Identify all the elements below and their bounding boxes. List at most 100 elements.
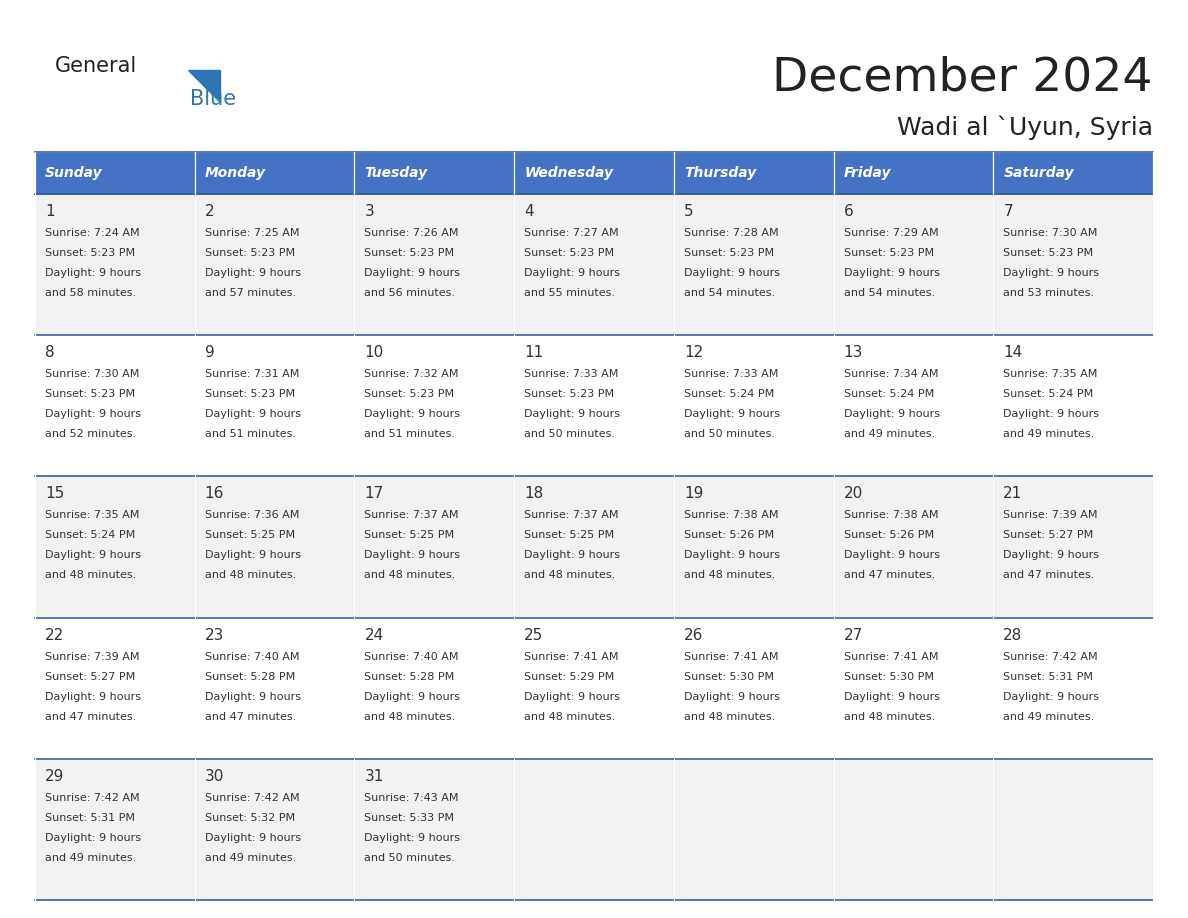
- Text: Sunrise: 7:40 AM: Sunrise: 7:40 AM: [365, 652, 459, 662]
- Text: Sunrise: 7:39 AM: Sunrise: 7:39 AM: [1004, 510, 1098, 521]
- Text: 14: 14: [1004, 345, 1023, 360]
- Text: 27: 27: [843, 628, 862, 643]
- Text: 11: 11: [524, 345, 543, 360]
- Text: 7: 7: [1004, 204, 1013, 219]
- Text: Daylight: 9 hours: Daylight: 9 hours: [524, 691, 620, 701]
- Text: Sunset: 5:23 PM: Sunset: 5:23 PM: [524, 248, 614, 258]
- Text: Daylight: 9 hours: Daylight: 9 hours: [684, 551, 779, 560]
- Text: 31: 31: [365, 768, 384, 784]
- Text: Sunset: 5:28 PM: Sunset: 5:28 PM: [204, 672, 295, 681]
- Text: and 49 minutes.: and 49 minutes.: [45, 853, 137, 863]
- Text: Sunset: 5:23 PM: Sunset: 5:23 PM: [45, 248, 135, 258]
- Text: 4: 4: [524, 204, 533, 219]
- Bar: [34, 476, 1154, 618]
- Text: Sunset: 5:23 PM: Sunset: 5:23 PM: [365, 248, 455, 258]
- Text: and 48 minutes.: and 48 minutes.: [365, 570, 456, 580]
- Text: and 50 minutes.: and 50 minutes.: [524, 430, 615, 439]
- Text: 26: 26: [684, 628, 703, 643]
- Text: and 49 minutes.: and 49 minutes.: [1004, 711, 1094, 722]
- Text: and 49 minutes.: and 49 minutes.: [843, 430, 935, 439]
- Text: Sunset: 5:27 PM: Sunset: 5:27 PM: [45, 672, 135, 681]
- Text: Wadi al `Uyun, Syria: Wadi al `Uyun, Syria: [897, 115, 1154, 140]
- Text: Sunrise: 7:25 AM: Sunrise: 7:25 AM: [204, 228, 299, 238]
- Text: and 48 minutes.: and 48 minutes.: [684, 570, 775, 580]
- Text: Sunset: 5:31 PM: Sunset: 5:31 PM: [1004, 672, 1093, 681]
- Text: Sunset: 5:31 PM: Sunset: 5:31 PM: [45, 812, 135, 823]
- Text: Sunset: 5:23 PM: Sunset: 5:23 PM: [204, 389, 295, 399]
- Polygon shape: [188, 70, 220, 102]
- Text: Daylight: 9 hours: Daylight: 9 hours: [45, 833, 141, 843]
- Bar: [34, 152, 195, 194]
- Text: Daylight: 9 hours: Daylight: 9 hours: [365, 409, 461, 420]
- Bar: [993, 152, 1154, 194]
- Text: Sunrise: 7:33 AM: Sunrise: 7:33 AM: [524, 369, 619, 379]
- Text: Sunrise: 7:24 AM: Sunrise: 7:24 AM: [45, 228, 140, 238]
- Bar: [514, 152, 674, 194]
- Text: and 50 minutes.: and 50 minutes.: [684, 430, 775, 439]
- Text: and 47 minutes.: and 47 minutes.: [843, 570, 935, 580]
- Text: Daylight: 9 hours: Daylight: 9 hours: [204, 551, 301, 560]
- Text: Sunrise: 7:26 AM: Sunrise: 7:26 AM: [365, 228, 459, 238]
- Text: 23: 23: [204, 628, 225, 643]
- Text: Sunrise: 7:28 AM: Sunrise: 7:28 AM: [684, 228, 778, 238]
- Text: Sunset: 5:23 PM: Sunset: 5:23 PM: [684, 248, 775, 258]
- Text: 21: 21: [1004, 487, 1023, 501]
- Bar: [354, 152, 514, 194]
- Text: Sunrise: 7:34 AM: Sunrise: 7:34 AM: [843, 369, 939, 379]
- Text: Monday: Monday: [204, 166, 266, 180]
- Text: Sunset: 5:24 PM: Sunset: 5:24 PM: [843, 389, 934, 399]
- Text: Daylight: 9 hours: Daylight: 9 hours: [365, 551, 461, 560]
- Text: Sunrise: 7:27 AM: Sunrise: 7:27 AM: [524, 228, 619, 238]
- Text: Tuesday: Tuesday: [365, 166, 428, 180]
- Text: Sunrise: 7:32 AM: Sunrise: 7:32 AM: [365, 369, 459, 379]
- Text: Daylight: 9 hours: Daylight: 9 hours: [1004, 551, 1099, 560]
- Bar: [34, 618, 1154, 759]
- Bar: [34, 194, 1154, 335]
- Text: Sunrise: 7:41 AM: Sunrise: 7:41 AM: [684, 652, 778, 662]
- Text: Sunrise: 7:39 AM: Sunrise: 7:39 AM: [45, 652, 139, 662]
- Text: Sunrise: 7:29 AM: Sunrise: 7:29 AM: [843, 228, 939, 238]
- Text: 17: 17: [365, 487, 384, 501]
- Text: and 52 minutes.: and 52 minutes.: [45, 430, 137, 439]
- Text: Daylight: 9 hours: Daylight: 9 hours: [45, 691, 141, 701]
- Text: Daylight: 9 hours: Daylight: 9 hours: [524, 268, 620, 278]
- Text: Sunset: 5:23 PM: Sunset: 5:23 PM: [843, 248, 934, 258]
- Text: 22: 22: [45, 628, 64, 643]
- Text: and 48 minutes.: and 48 minutes.: [45, 570, 137, 580]
- Text: Thursday: Thursday: [684, 166, 756, 180]
- Text: Sunset: 5:25 PM: Sunset: 5:25 PM: [204, 531, 295, 541]
- Text: Sunset: 5:30 PM: Sunset: 5:30 PM: [843, 672, 934, 681]
- Text: 19: 19: [684, 487, 703, 501]
- Text: 5: 5: [684, 204, 694, 219]
- Text: Sunrise: 7:43 AM: Sunrise: 7:43 AM: [365, 793, 459, 803]
- Text: 8: 8: [45, 345, 55, 360]
- Text: and 48 minutes.: and 48 minutes.: [204, 570, 296, 580]
- Text: General: General: [55, 56, 138, 76]
- Text: Daylight: 9 hours: Daylight: 9 hours: [204, 833, 301, 843]
- Text: Sunset: 5:23 PM: Sunset: 5:23 PM: [524, 389, 614, 399]
- Text: 20: 20: [843, 487, 862, 501]
- Text: and 49 minutes.: and 49 minutes.: [1004, 430, 1094, 439]
- Text: Sunset: 5:25 PM: Sunset: 5:25 PM: [365, 531, 455, 541]
- Text: Sunset: 5:33 PM: Sunset: 5:33 PM: [365, 812, 455, 823]
- Text: and 58 minutes.: and 58 minutes.: [45, 288, 137, 298]
- Text: Sunrise: 7:38 AM: Sunrise: 7:38 AM: [684, 510, 778, 521]
- Text: 15: 15: [45, 487, 64, 501]
- Text: Friday: Friday: [843, 166, 891, 180]
- Text: Daylight: 9 hours: Daylight: 9 hours: [365, 268, 461, 278]
- Text: and 48 minutes.: and 48 minutes.: [684, 711, 775, 722]
- Bar: [834, 152, 993, 194]
- Text: Sunrise: 7:33 AM: Sunrise: 7:33 AM: [684, 369, 778, 379]
- Text: and 48 minutes.: and 48 minutes.: [524, 711, 615, 722]
- Text: Sunrise: 7:41 AM: Sunrise: 7:41 AM: [843, 652, 939, 662]
- Text: Saturday: Saturday: [1004, 166, 1074, 180]
- Text: 29: 29: [45, 768, 64, 784]
- Text: Sunset: 5:27 PM: Sunset: 5:27 PM: [1004, 531, 1093, 541]
- Text: Sunrise: 7:31 AM: Sunrise: 7:31 AM: [204, 369, 299, 379]
- Text: Sunset: 5:24 PM: Sunset: 5:24 PM: [684, 389, 775, 399]
- Text: Sunset: 5:28 PM: Sunset: 5:28 PM: [365, 672, 455, 681]
- Text: Daylight: 9 hours: Daylight: 9 hours: [684, 691, 779, 701]
- Text: and 49 minutes.: and 49 minutes.: [204, 853, 296, 863]
- Text: Sunrise: 7:41 AM: Sunrise: 7:41 AM: [524, 652, 619, 662]
- Text: Sunset: 5:24 PM: Sunset: 5:24 PM: [1004, 389, 1093, 399]
